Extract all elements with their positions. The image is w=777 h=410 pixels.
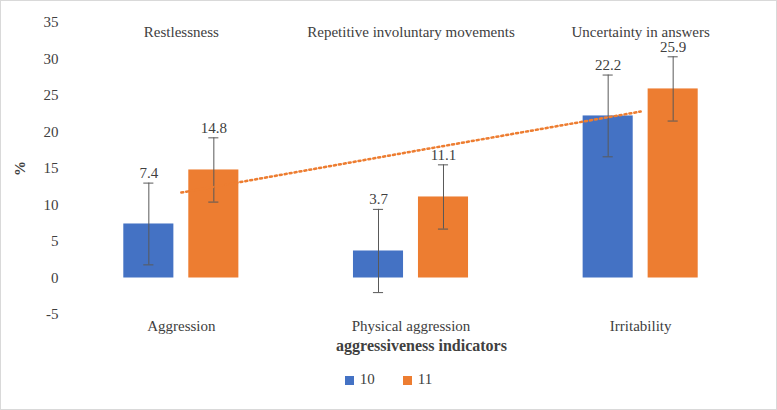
svg-text:Irritability: Irritability xyxy=(610,318,672,334)
svg-text:22.2: 22.2 xyxy=(595,57,621,73)
svg-text:25: 25 xyxy=(44,87,59,103)
html-text:aggressiveness indicators: aggressiveness indicators xyxy=(336,337,507,354)
svg-text:3.7: 3.7 xyxy=(369,191,388,207)
svg-text:20: 20 xyxy=(44,124,59,140)
svg-text:Uncertainty in answers: Uncertainty in answers xyxy=(572,24,710,40)
svg-text:10: 10 xyxy=(44,197,59,213)
svg-text:11.1: 11.1 xyxy=(431,147,457,163)
svg-text:Repetitive involuntary movemen: Repetitive involuntary movements xyxy=(307,24,515,40)
svg-text:35: 35 xyxy=(44,14,59,30)
svg-text:Aggression: Aggression xyxy=(147,318,216,334)
svg-text:0: 0 xyxy=(51,270,59,286)
svg-text:5: 5 xyxy=(51,233,59,249)
svg-text:%: % xyxy=(12,161,28,176)
svg-text:Restlessness: Restlessness xyxy=(144,24,219,40)
svg-text:15: 15 xyxy=(44,160,59,176)
svg-text:25.9: 25.9 xyxy=(660,39,686,55)
svg-text:Physical aggression: Physical aggression xyxy=(352,318,471,334)
svg-text:-5: -5 xyxy=(46,306,59,322)
svg-text:14.8: 14.8 xyxy=(201,120,227,136)
svg-text:30: 30 xyxy=(44,51,59,67)
svg-text:7.4: 7.4 xyxy=(139,165,158,181)
html-text:10: 10 xyxy=(359,371,375,387)
html-text:11: 11 xyxy=(417,371,433,387)
